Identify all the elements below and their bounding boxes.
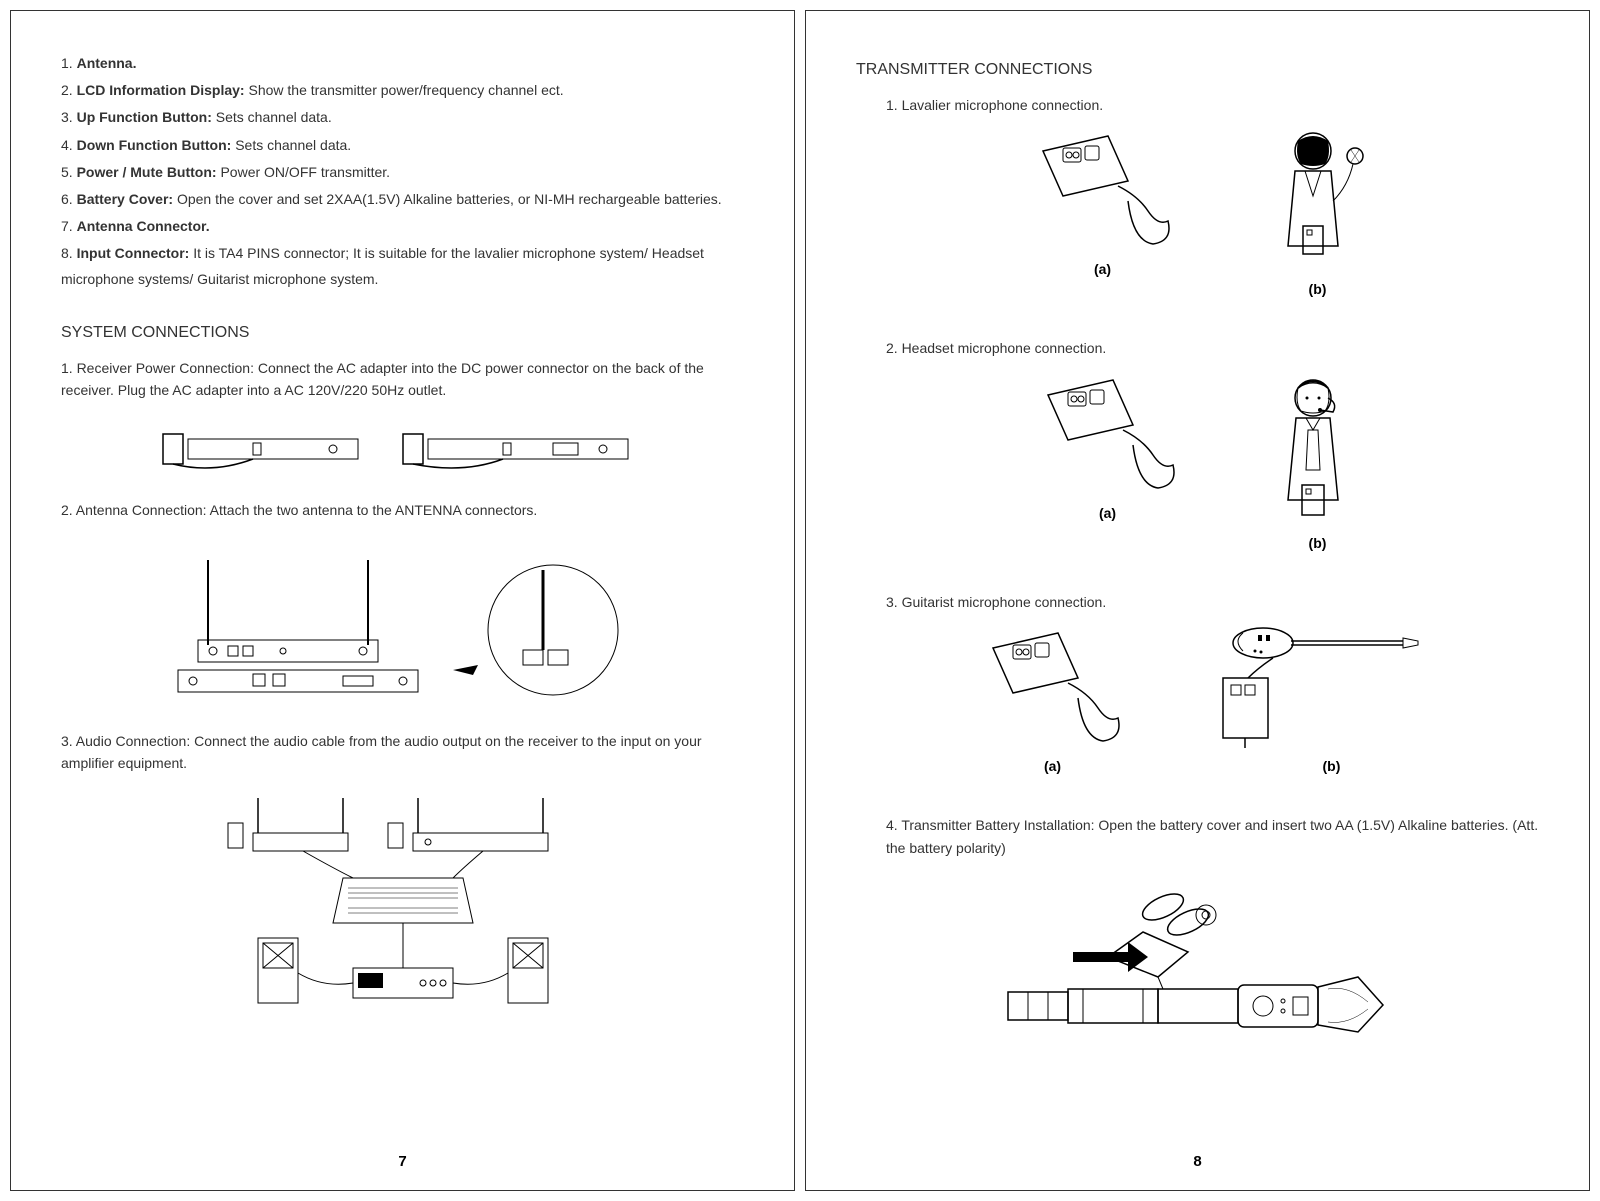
receiver-power-svg	[153, 419, 653, 479]
diagram-power-connection	[153, 419, 653, 479]
item-num: 2.	[61, 82, 73, 98]
list-item: 7. Antenna Connector.	[61, 214, 744, 239]
sys-item-3: 3. Audio Connection: Connect the audio c…	[61, 730, 744, 775]
label-a: (a)	[1013, 261, 1193, 277]
page-right: TRANSMITTER CONNECTIONS 1. Lavalier micr…	[805, 10, 1590, 1191]
item-bold: Down Function Button:	[77, 137, 232, 153]
list-item: 4. Down Function Button: Sets channel da…	[61, 133, 744, 158]
diagram-lavalier: (a)	[856, 126, 1539, 297]
item-num: 4.	[61, 137, 73, 153]
label-b: (b)	[1253, 281, 1383, 297]
label-a: (a)	[1018, 505, 1198, 521]
diagram-guitarist-a: (a)	[963, 623, 1143, 774]
antenna-svg	[153, 540, 653, 710]
diagram-antenna-connection	[153, 540, 653, 710]
component-list: 1. Antenna. 2. LCD Information Display: …	[61, 51, 744, 294]
list-item: 2. LCD Information Display: Show the tra…	[61, 78, 744, 103]
item-num: 7.	[61, 218, 73, 234]
item-num: 8.	[61, 245, 73, 261]
item-bold: Antenna.	[77, 55, 137, 71]
diagram-guitarist-b: (b)	[1203, 623, 1433, 774]
diagram-headset: (a)	[856, 370, 1539, 551]
item-text: Power ON/OFF transmitter.	[220, 164, 390, 180]
item-num: 6.	[61, 191, 73, 207]
label-a: (a)	[963, 758, 1143, 774]
item-bold: Power / Mute Button:	[77, 164, 217, 180]
item-bold: Battery Cover:	[77, 191, 173, 207]
item-bold: Input Connector:	[77, 245, 190, 261]
item-num: 3.	[61, 109, 73, 125]
label-b: (b)	[1258, 535, 1378, 551]
diagram-battery	[988, 877, 1408, 1037]
page-number-right: 8	[856, 1153, 1539, 1170]
conn-block-3: 3. Guitarist microphone connection. (a)	[856, 591, 1539, 804]
page-number-left: 7	[61, 1153, 744, 1170]
diagram-guitarist: (a)	[856, 623, 1539, 774]
conn-item-4: 4. Transmitter Battery Installation: Ope…	[886, 814, 1539, 859]
label-b: (b)	[1323, 758, 1433, 774]
conn-item-3: 3. Guitarist microphone connection.	[886, 591, 1539, 613]
item-text: Sets channel data.	[235, 137, 351, 153]
conn-block-2: 2. Headset microphone connection. (a)	[856, 337, 1539, 580]
section-title-transmitter: TRANSMITTER CONNECTIONS	[856, 61, 1539, 79]
list-item: 1. Antenna.	[61, 51, 744, 76]
item-text: Show the transmitter power/frequency cha…	[248, 82, 563, 98]
diagram-lavalier-a: (a)	[1013, 126, 1193, 297]
page-left: 1. Antenna. 2. LCD Information Display: …	[10, 10, 795, 1191]
item-bold: Antenna Connector.	[77, 218, 210, 234]
item-text: Sets channel data.	[216, 109, 332, 125]
item-text: Open the cover and set 2XAA(1.5V) Alkali…	[177, 191, 722, 207]
item-num: 5.	[61, 164, 73, 180]
conn-block-1: 1. Lavalier microphone connection. (a)	[856, 94, 1539, 327]
sys-item-2: 2. Antenna Connection: Attach the two an…	[61, 499, 744, 521]
list-item: 5. Power / Mute Button: Power ON/OFF tra…	[61, 160, 744, 185]
diagram-headset-b: (b)	[1258, 370, 1378, 551]
diagram-audio-connection	[203, 793, 603, 1013]
diagram-headset-a: (a)	[1018, 370, 1198, 551]
sys-item-1: 1. Receiver Power Connection: Connect th…	[61, 357, 744, 402]
list-item: 6. Battery Cover: Open the cover and set…	[61, 187, 744, 212]
conn-item-1: 1. Lavalier microphone connection.	[886, 94, 1539, 116]
list-item: 3. Up Function Button: Sets channel data…	[61, 105, 744, 130]
diagram-lavalier-b: (b)	[1253, 126, 1383, 297]
item-bold: LCD Information Display:	[77, 82, 245, 98]
item-num: 1.	[61, 55, 73, 71]
conn-item-2: 2. Headset microphone connection.	[886, 337, 1539, 359]
item-bold: Up Function Button:	[77, 109, 212, 125]
audio-svg	[203, 793, 603, 1013]
list-item: 8. Input Connector: It is TA4 PINS conne…	[61, 241, 744, 291]
section-title-system: SYSTEM CONNECTIONS	[61, 324, 744, 342]
